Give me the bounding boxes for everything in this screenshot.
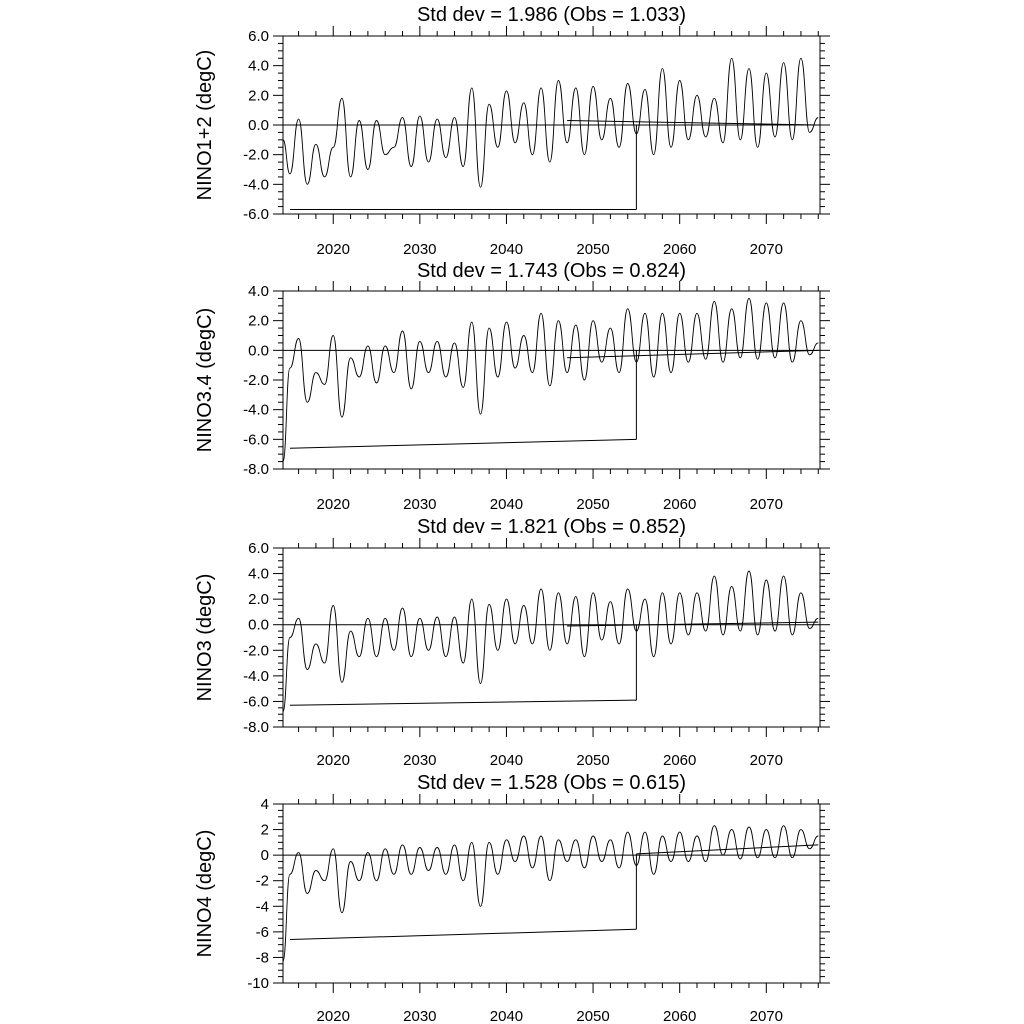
x-tick-label: 2060: [663, 496, 696, 513]
y-tick-label: 0: [261, 847, 269, 864]
y-axis-label: NINO4 (degC): [194, 830, 216, 958]
x-tick-label: 2020: [317, 241, 350, 258]
y-tick-label: 2.0: [248, 87, 269, 104]
y-tick-label: -2.0: [243, 147, 269, 164]
chart-title: Std dev = 1.743 (Obs = 0.824): [417, 260, 686, 282]
x-tick-label: 2020: [317, 496, 350, 513]
x-tick-label: 2050: [576, 1008, 609, 1024]
y-axis-label: NINO3 (degC): [194, 574, 216, 702]
plot-frame: [282, 803, 821, 984]
y-tick-label: 4.0: [248, 58, 269, 75]
series-line: [282, 570, 819, 713]
y-tick-label: -2: [256, 873, 269, 890]
y-tick-label: 4: [261, 796, 269, 813]
series-line: [282, 297, 819, 463]
x-tick-label: 2070: [750, 241, 783, 258]
y-tick-label: 0.0: [248, 617, 269, 634]
trend-line: [289, 438, 637, 449]
chart-title: Std dev = 1.986 (Obs = 1.033): [417, 4, 686, 26]
x-tick-label: 2040: [490, 752, 523, 769]
series-line: [282, 57, 819, 188]
y-tick-label: -2.0: [243, 642, 269, 659]
trend-line: [289, 928, 637, 941]
x-tick-label: 2070: [750, 496, 783, 513]
series-line: [282, 825, 819, 962]
chart-title: Std dev = 1.821 (Obs = 0.852): [417, 516, 686, 538]
y-tick-label: 2.0: [248, 591, 269, 608]
trend-line: [567, 349, 819, 359]
x-tick-label: 2070: [750, 752, 783, 769]
x-tick-label: 2070: [750, 1008, 783, 1024]
x-tick-label: 2040: [490, 241, 523, 258]
y-tick-label: 4.0: [248, 566, 269, 583]
trend-line: [289, 699, 637, 706]
y-tick-label: -4.0: [243, 176, 269, 193]
x-tick-label: 2060: [663, 752, 696, 769]
trend-line: [567, 120, 819, 126]
x-tick-label: 2030: [403, 752, 436, 769]
chart-title: Std dev = 1.528 (Obs = 0.615): [417, 772, 686, 794]
y-tick-label: 0.0: [248, 342, 269, 359]
y-tick-label: -8.0: [243, 719, 269, 736]
y-tick-label: -8.0: [243, 461, 269, 478]
y-tick-label: -6.0: [243, 206, 269, 223]
y-tick-label: -4.0: [243, 668, 269, 685]
trend-line: [636, 844, 819, 855]
x-tick-label: 2050: [576, 241, 609, 258]
y-axis-label: NINO1+2 (degC): [194, 50, 216, 201]
chart-panel-2: Std dev = 1.743 (Obs = 0.824) NINO3.4 (de…: [194, 260, 830, 513]
y-tick-label: -6.0: [243, 693, 269, 710]
y-tick-label: -6: [256, 924, 269, 941]
x-tick-label: 2060: [663, 241, 696, 258]
y-tick-label: 6.0: [248, 540, 269, 557]
y-tick-label: 2.0: [248, 313, 269, 330]
x-tick-label: 2050: [576, 752, 609, 769]
y-tick-label: -4.0: [243, 402, 269, 419]
trend-line: [567, 621, 819, 627]
y-tick-label: 0.0: [248, 117, 269, 134]
y-tick-label: -10: [247, 975, 269, 992]
x-tick-label: 2030: [403, 496, 436, 513]
y-tick-label: 6.0: [248, 28, 269, 45]
y-axis-label: NINO3.4 (degC): [194, 308, 216, 453]
x-tick-label: 2040: [490, 1008, 523, 1024]
chart-panel-3: Std dev = 1.821 (Obs = 0.852) NINO3 (degC…: [194, 516, 830, 769]
x-tick-label: 2030: [403, 241, 436, 258]
x-tick-label: 2040: [490, 496, 523, 513]
y-tick-label: 4.0: [248, 283, 269, 300]
x-tick-label: 2030: [403, 1008, 436, 1024]
x-tick-label: 2020: [317, 752, 350, 769]
x-tick-label: 2050: [576, 496, 609, 513]
y-tick-label: -2.0: [243, 372, 269, 389]
y-tick-label: 2: [261, 822, 269, 839]
x-tick-label: 2020: [317, 1008, 350, 1024]
chart-panel-1: Std dev = 1.986 (Obs = 1.033) NINO1+2 (de…: [194, 4, 830, 258]
y-tick-label: -8: [256, 949, 269, 966]
x-tick-label: 2060: [663, 1008, 696, 1024]
y-tick-label: -6.0: [243, 431, 269, 448]
y-tick-label: -4: [256, 898, 269, 915]
chart-panel-4: Std dev = 1.528 (Obs = 0.615) NINO4 (degC…: [194, 772, 830, 1024]
